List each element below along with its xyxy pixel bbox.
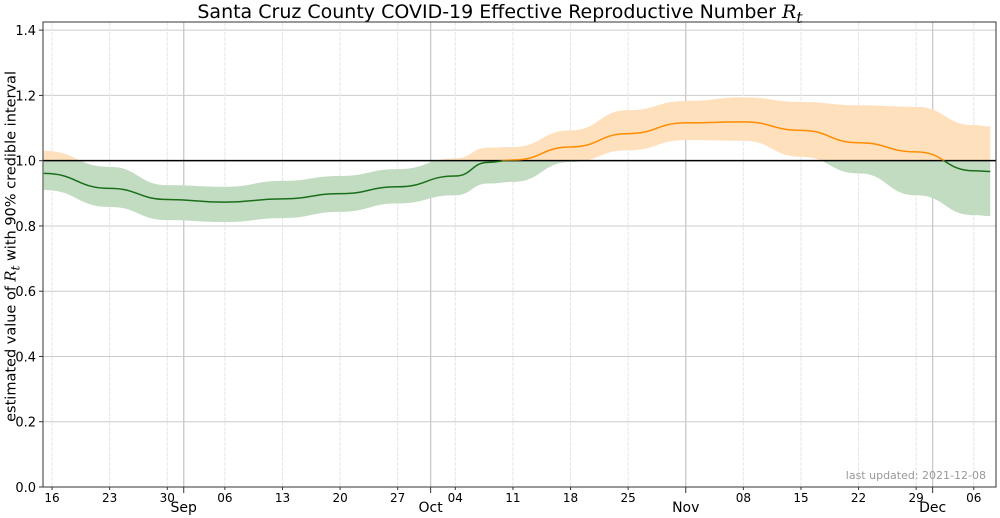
x-major-tick-label: Nov [672, 500, 699, 516]
y-tick-label: 1.2 [15, 89, 36, 104]
x-minor-tick-label: 06 [966, 491, 981, 505]
x-minor-tick-label: 27 [390, 491, 405, 505]
x-minor-tick-label: 15 [793, 491, 808, 505]
x-minor-tick-label: 08 [736, 491, 751, 505]
x-minor-tick-label: 20 [332, 491, 347, 505]
x-minor-tick-label: 18 [563, 491, 578, 505]
x-minor-tick-label: 25 [620, 491, 635, 505]
plot-frame [42, 21, 997, 488]
x-minor-tick-label: 22 [851, 491, 866, 505]
y-tick-label: 1.4 [15, 24, 36, 39]
x-minor-tick-label: 13 [275, 491, 290, 505]
credible-interval-band-above-1 [43, 97, 991, 161]
y-tick-label: 0.2 [15, 416, 36, 431]
x-minor-tick-label: 06 [217, 491, 232, 505]
median-line-below-1 [43, 160, 991, 203]
title-symbol: Rt [781, 1, 803, 27]
last-updated-annotation: last updated: 2021-12-08 [846, 469, 986, 482]
x-minor-tick-label: 04 [448, 491, 463, 505]
y-tick-label: 0.0 [15, 481, 36, 496]
x-minor-tick-label: 11 [505, 491, 520, 505]
x-minor-tick-label: 30 [160, 491, 175, 505]
x-minor-tick-label: 29 [909, 491, 924, 505]
axis-ticks: 0.0 0.2 0.4 0.6 0.8 1.0 1.2 1.4 16 23 30 06 13 20 27 04… [15, 24, 981, 516]
title-text: Santa Cruz County COVID-19 Effective Rep… [197, 1, 776, 23]
x-minor-tick-label: 23 [102, 491, 117, 505]
y-tick-label: 1.0 [15, 155, 36, 170]
chart-title: Santa Cruz County COVID-19 Effective Rep… [0, 0, 1000, 30]
y-tick-label: 0.4 [15, 350, 36, 365]
y-tick-label: 0.8 [15, 220, 36, 235]
x-minor-tick-label: 16 [44, 491, 59, 505]
x-major-tick-label: Oct [419, 500, 444, 516]
x-major-tick-label: Dec [919, 500, 946, 516]
y-tick-label: 0.6 [15, 285, 36, 300]
x-major-tick-label: Sep [171, 500, 198, 516]
credible-interval-band-below-1 [43, 160, 991, 223]
grid [43, 22, 996, 488]
median-line-above-1 [499, 121, 946, 161]
